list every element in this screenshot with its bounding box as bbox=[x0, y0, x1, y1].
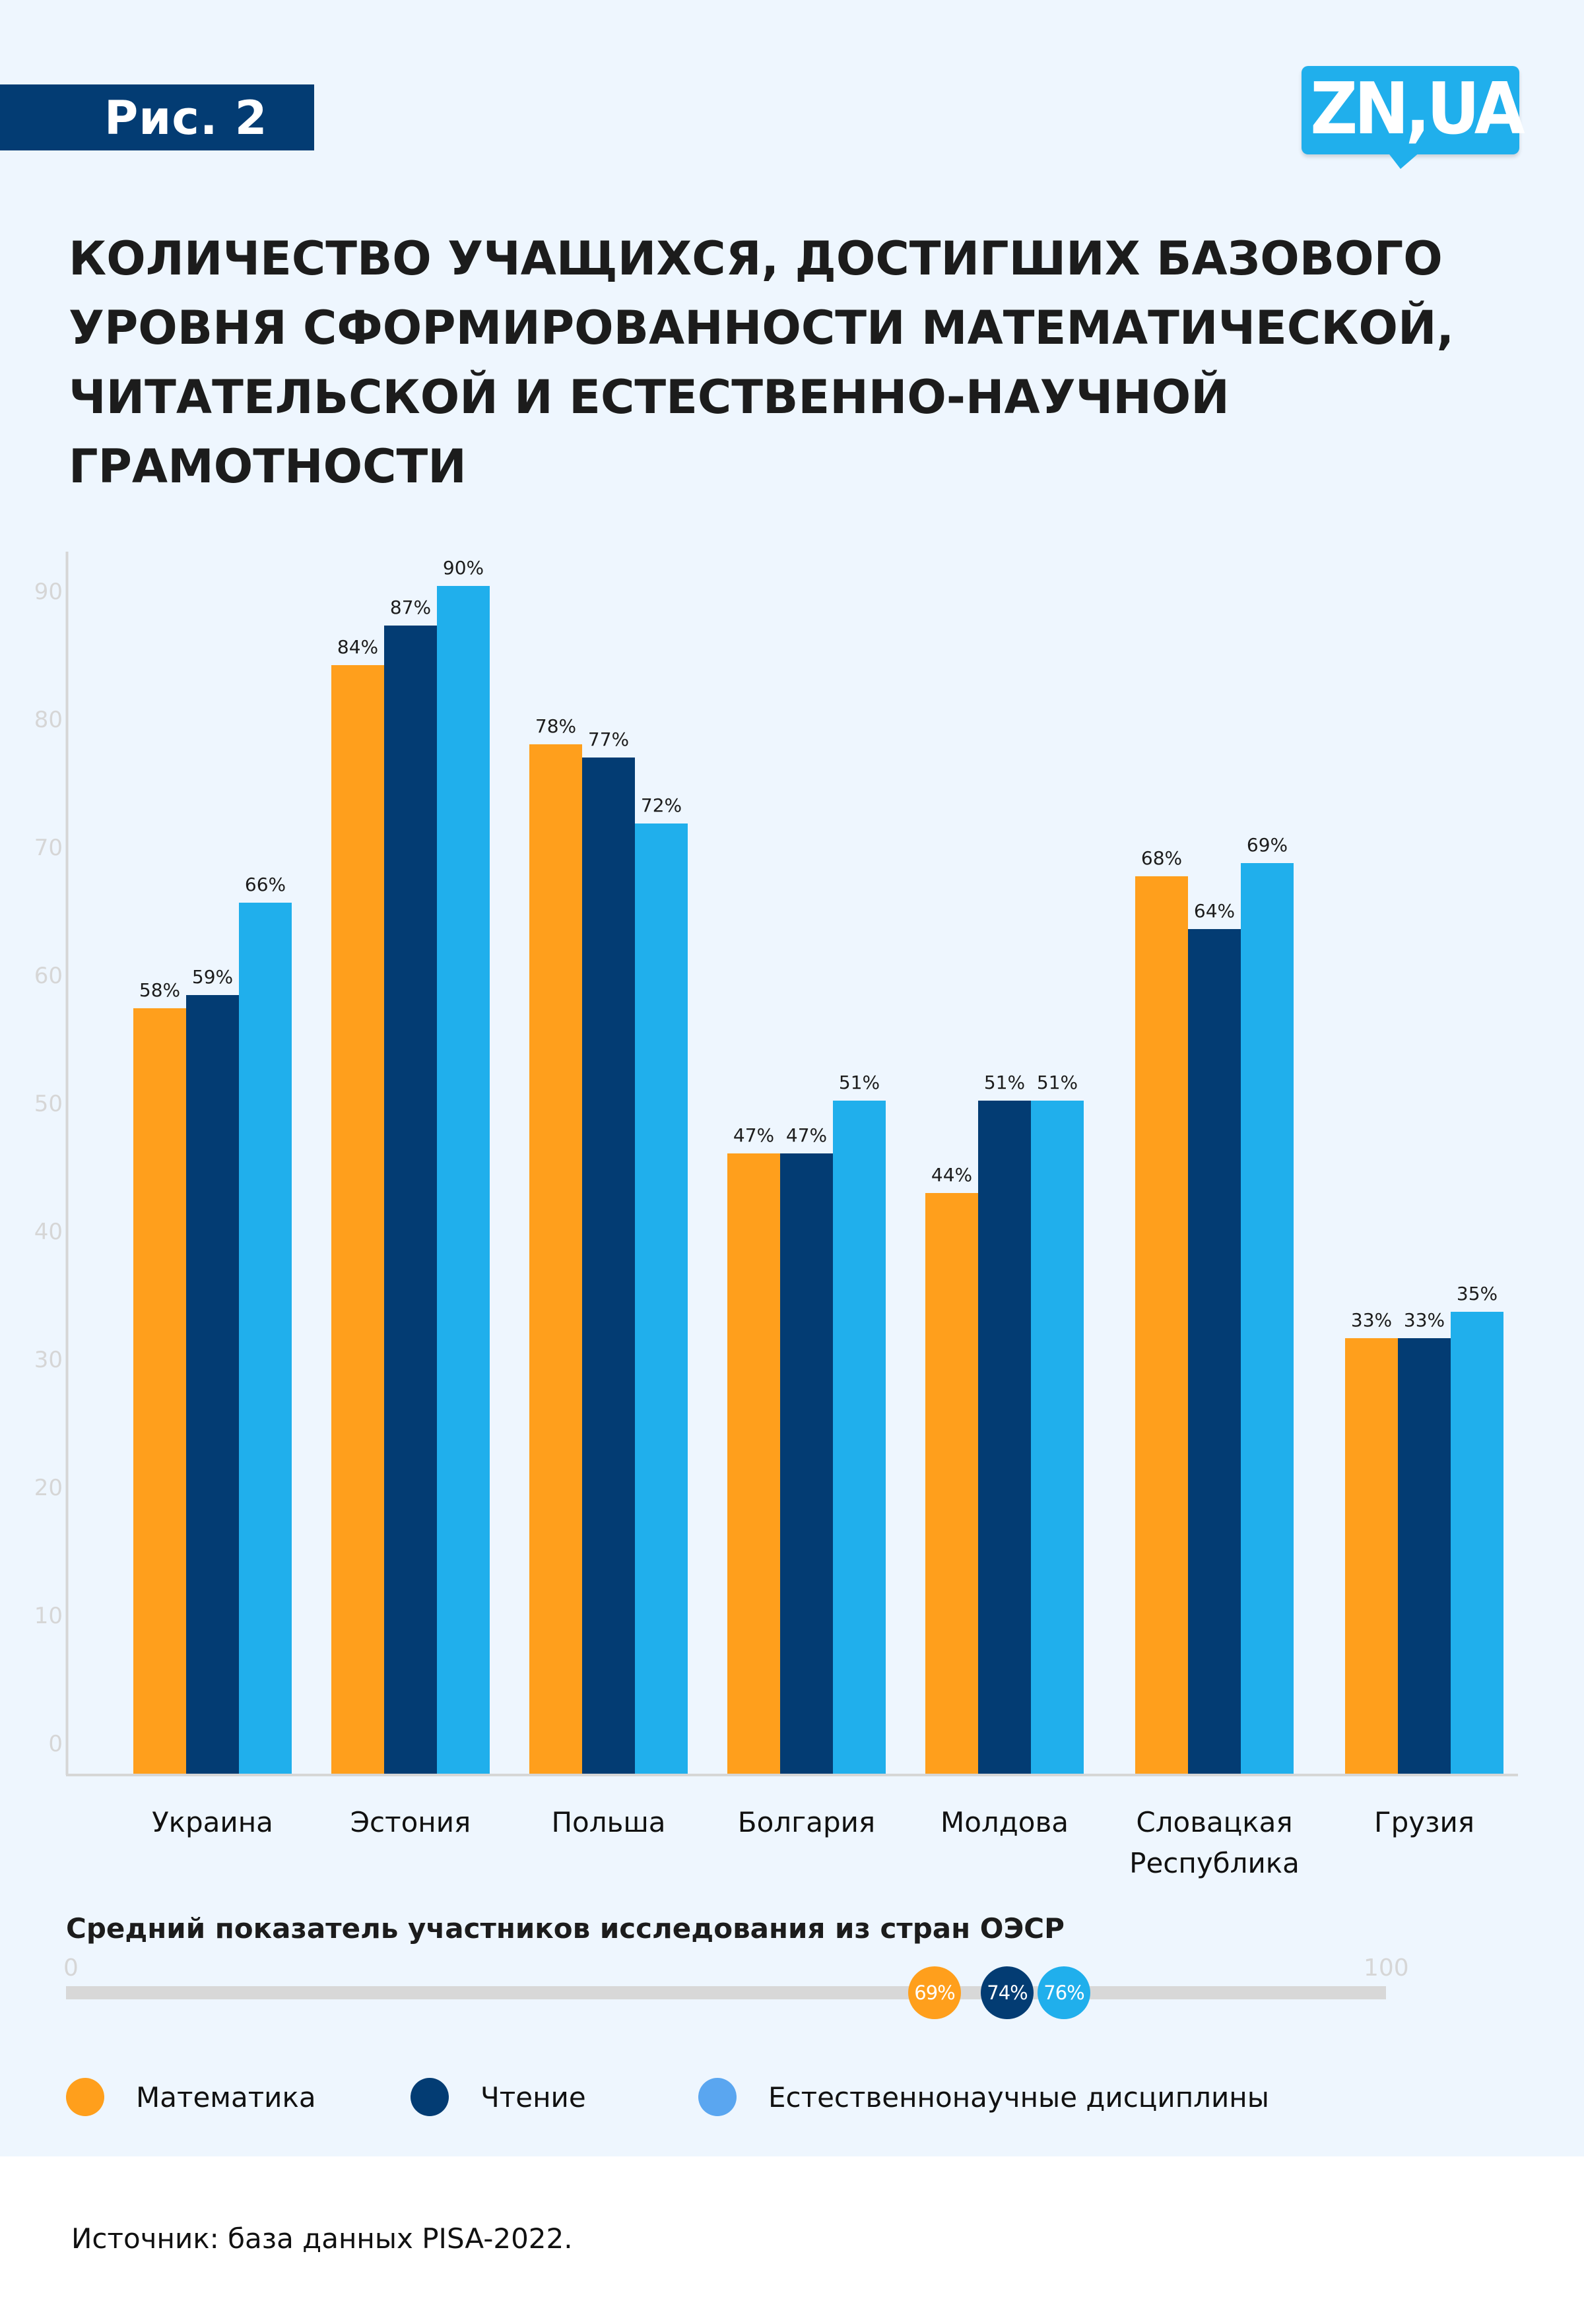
y-tick-label: 10 bbox=[34, 1603, 63, 1629]
legend-item-reading: Чтение bbox=[411, 2077, 586, 2117]
oecd-marker-reading: 74% bbox=[981, 1966, 1034, 2019]
bar-science bbox=[437, 586, 490, 1774]
bar-value-label: 90% bbox=[443, 557, 484, 579]
category-label: Грузия bbox=[1374, 1806, 1474, 1838]
category-label: Эстония bbox=[350, 1806, 471, 1838]
y-tick-label: 70 bbox=[34, 835, 63, 861]
y-tick-label: 40 bbox=[34, 1219, 63, 1245]
bar-value-label: 47% bbox=[733, 1124, 774, 1146]
bar-value-label: 33% bbox=[1351, 1309, 1392, 1331]
oecd-average-title: Средний показатель участников исследован… bbox=[66, 1912, 1065, 1945]
source-note: Источник: база данных PISA-2022. bbox=[71, 2222, 573, 2255]
bar-value-label: 77% bbox=[588, 728, 629, 750]
oecd-marker-math: 69% bbox=[908, 1966, 961, 2019]
y-tick-label: 50 bbox=[34, 1091, 63, 1117]
legend-dot-reading-icon bbox=[411, 2078, 449, 2116]
value-labels: 58% 84% 78% 47% 44% 68% 33% 59% 87% 77% 47% 51% 64% 3… bbox=[139, 557, 1498, 1331]
bar-math bbox=[529, 744, 582, 1774]
bar-reading bbox=[1188, 929, 1241, 1774]
bar-value-label: 35% bbox=[1457, 1283, 1498, 1305]
bar-reading bbox=[978, 1101, 1031, 1774]
legend-dot-science-icon bbox=[698, 2078, 737, 2116]
bar-value-label: 47% bbox=[786, 1124, 827, 1146]
bar-math bbox=[331, 665, 384, 1774]
legend-dot-math-icon bbox=[66, 2078, 104, 2116]
category-label: Польша bbox=[551, 1806, 665, 1838]
y-tick-label: 20 bbox=[34, 1475, 63, 1501]
bar-math bbox=[133, 1008, 186, 1774]
oecd-marker-science: 76% bbox=[1038, 1966, 1090, 2019]
bar-reading bbox=[186, 995, 239, 1774]
bar-value-label: 51% bbox=[1037, 1072, 1078, 1093]
bar-value-label: 58% bbox=[139, 979, 180, 1001]
zn-ua-logo: ZN,UA bbox=[1302, 66, 1525, 172]
figure-label: Рис. 2 bbox=[104, 91, 268, 145]
category-label: Украина bbox=[152, 1806, 273, 1838]
legend-label: Математика bbox=[136, 2081, 316, 2114]
bars bbox=[133, 586, 1503, 1774]
bar-value-label: 78% bbox=[535, 715, 576, 737]
legend-item-science: Естественнонаучные дисциплины bbox=[698, 2077, 1269, 2117]
bar-value-label: 51% bbox=[839, 1072, 880, 1093]
bar-reading bbox=[780, 1153, 833, 1774]
bar-value-label: 69% bbox=[1247, 834, 1288, 856]
y-tick-label: 90 bbox=[34, 579, 63, 605]
legend-label: Естественнонаучные дисциплины bbox=[768, 2081, 1269, 2114]
bar-science bbox=[635, 823, 688, 1774]
category-label: Республика bbox=[1129, 1847, 1300, 1879]
chart-title: КОЛИЧЕСТВО УЧАЩИХСЯ, ДОСТИГШИХ БАЗОВОГО … bbox=[69, 224, 1554, 501]
oecd-scale-max: 100 bbox=[1364, 1954, 1409, 1982]
bar-value-label: 72% bbox=[641, 794, 682, 816]
bar-value-label: 44% bbox=[931, 1164, 972, 1186]
bar-value-label: 66% bbox=[245, 874, 286, 895]
title-line: ЧИТАТЕЛЬСКОЙ И ЕСТЕСТВЕННО-НАУЧНОЙ bbox=[69, 370, 1230, 424]
bar-math bbox=[925, 1193, 978, 1774]
oecd-scale-track bbox=[66, 1986, 1386, 1999]
bar-science bbox=[833, 1101, 886, 1774]
y-tick-label: 80 bbox=[34, 707, 63, 733]
category-labels: Украина Эстония Польша Болгария Молдова Слова… bbox=[152, 1806, 1474, 1879]
bar-science bbox=[1031, 1101, 1084, 1774]
bar-value-label: 59% bbox=[192, 966, 233, 988]
category-label: Словацкая bbox=[1136, 1806, 1292, 1838]
y-tick-label: 60 bbox=[34, 963, 63, 989]
category-label: Молдова bbox=[940, 1806, 1069, 1838]
bar-math bbox=[727, 1153, 780, 1774]
bar-value-label: 33% bbox=[1404, 1309, 1445, 1331]
oecd-scale-min: 0 bbox=[63, 1954, 79, 1982]
category-label: Болгария bbox=[738, 1806, 875, 1838]
bar-value-label: 64% bbox=[1194, 900, 1235, 922]
title-line: УРОВНЯ СФОРМИРОВАННОСТИ МАТЕМАТИЧЕСКОЙ, bbox=[69, 301, 1455, 355]
bar-math bbox=[1135, 876, 1188, 1774]
bar-value-label: 84% bbox=[337, 636, 378, 658]
title-line: КОЛИЧЕСТВО УЧАЩИХСЯ, ДОСТИГШИХ БАЗОВОГО bbox=[69, 232, 1443, 286]
bar-reading bbox=[384, 626, 437, 1774]
bar-science bbox=[239, 903, 292, 1774]
logo-text: ZN,UA bbox=[1310, 68, 1525, 150]
title-line: ГРАМОТНОСТИ bbox=[69, 439, 467, 494]
bar-reading bbox=[1398, 1338, 1451, 1774]
bar-science bbox=[1451, 1312, 1503, 1774]
logo-speech-bubble bbox=[1302, 66, 1519, 154]
y-tick-label: 30 bbox=[34, 1347, 63, 1373]
bar-value-label: 87% bbox=[390, 597, 431, 618]
legend-item-math: Математика bbox=[66, 2077, 316, 2117]
bar-science bbox=[1241, 863, 1294, 1774]
y-axis-ticks: 0 10 20 30 40 50 60 70 80 90 bbox=[34, 579, 63, 1757]
bar-value-label: 51% bbox=[984, 1072, 1025, 1093]
y-tick-label: 0 bbox=[48, 1731, 63, 1757]
legend-label: Чтение bbox=[480, 2081, 586, 2114]
bar-reading bbox=[582, 758, 635, 1774]
bar-math bbox=[1345, 1338, 1398, 1774]
logo-bubble-tail bbox=[1387, 152, 1420, 169]
bar-value-label: 68% bbox=[1141, 847, 1182, 869]
bar-chart: 0 10 20 30 40 50 60 70 80 90 58% 84% 78% 47% 44% 68% 33… bbox=[34, 552, 1518, 1879]
figure-badge: Рис. 2 bbox=[0, 84, 314, 150]
